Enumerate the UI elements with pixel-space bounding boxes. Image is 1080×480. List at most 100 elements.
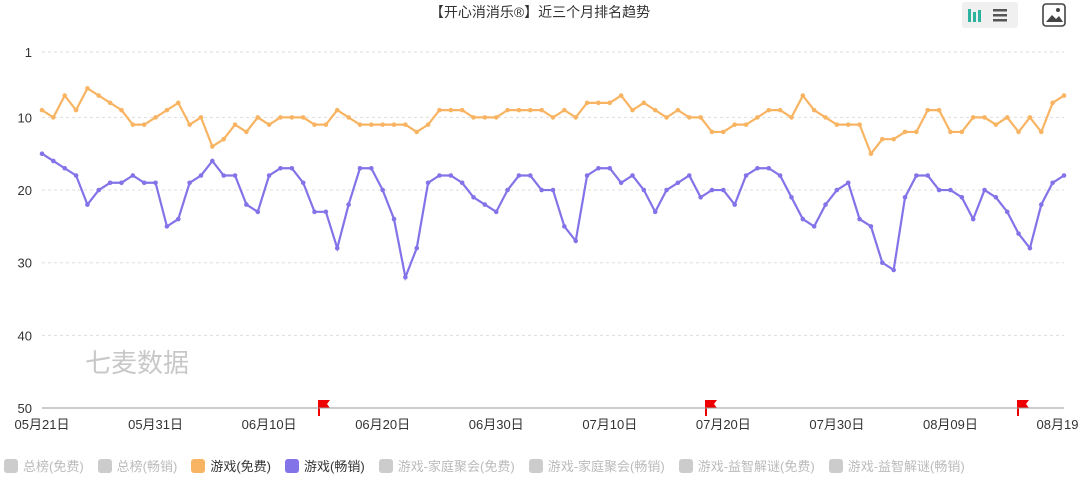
line bbox=[41, 152, 1065, 282]
point bbox=[198, 115, 204, 120]
point bbox=[777, 107, 783, 113]
point bbox=[119, 107, 124, 113]
point bbox=[73, 107, 79, 113]
legend-item[interactable]: 游戏-益智解谜(畅销) bbox=[828, 456, 965, 475]
legend-swatch bbox=[97, 458, 112, 473]
x-tick-label: 07月10日 bbox=[582, 417, 637, 432]
point bbox=[686, 115, 692, 120]
point bbox=[936, 187, 942, 193]
point bbox=[959, 195, 965, 200]
point bbox=[437, 107, 442, 113]
legend-swatch bbox=[191, 458, 206, 473]
point bbox=[845, 122, 851, 127]
point bbox=[562, 107, 567, 113]
point bbox=[914, 129, 919, 135]
point bbox=[312, 209, 317, 215]
point bbox=[414, 245, 420, 251]
point bbox=[914, 173, 919, 178]
point bbox=[266, 173, 272, 178]
point bbox=[766, 107, 772, 113]
save-image[interactable] bbox=[1042, 3, 1066, 27]
point bbox=[709, 187, 715, 193]
x-tick-label: 06月30日 bbox=[469, 417, 524, 432]
point bbox=[380, 122, 385, 127]
point bbox=[584, 173, 590, 178]
point bbox=[516, 173, 522, 178]
point bbox=[675, 107, 681, 113]
point bbox=[369, 165, 374, 171]
legend-label: 总榜(畅销) bbox=[116, 459, 178, 474]
y-tick-label: 20 bbox=[18, 183, 32, 198]
legend-label: 游戏-家庭聚会(免费) bbox=[397, 459, 515, 474]
point bbox=[880, 260, 885, 265]
point bbox=[266, 122, 272, 127]
point bbox=[789, 115, 794, 120]
point bbox=[823, 202, 828, 207]
point bbox=[584, 100, 590, 106]
point bbox=[743, 122, 749, 127]
point bbox=[346, 202, 351, 207]
legend-item[interactable]: 游戏(免费) bbox=[191, 456, 271, 475]
legend-item[interactable]: 总榜(畅销) bbox=[97, 456, 178, 475]
point bbox=[743, 173, 749, 178]
x-tick-label: 07月30日 bbox=[809, 417, 864, 432]
point bbox=[448, 107, 454, 113]
point bbox=[493, 115, 499, 120]
point bbox=[959, 129, 965, 135]
point bbox=[721, 187, 726, 193]
point bbox=[1050, 180, 1055, 186]
point bbox=[732, 122, 737, 127]
legend-item[interactable]: 游戏-家庭聚会(畅销) bbox=[528, 456, 665, 475]
point bbox=[141, 122, 147, 127]
point bbox=[493, 209, 499, 215]
point bbox=[187, 180, 192, 186]
toolbar[interactable] bbox=[962, 2, 1066, 28]
y-tick-label: 1 bbox=[25, 45, 32, 60]
legend-label: 总榜(免费) bbox=[23, 459, 84, 474]
point bbox=[164, 107, 170, 113]
legend-item[interactable]: 游戏(畅销) bbox=[285, 456, 365, 475]
point bbox=[800, 216, 806, 222]
point bbox=[278, 115, 283, 120]
point bbox=[425, 122, 431, 127]
point bbox=[845, 180, 851, 186]
point bbox=[925, 107, 931, 113]
point bbox=[630, 107, 635, 113]
point bbox=[755, 115, 760, 120]
point bbox=[391, 216, 397, 222]
legend-swatch bbox=[828, 458, 843, 473]
point bbox=[811, 107, 817, 113]
point bbox=[573, 115, 579, 120]
point bbox=[39, 107, 45, 113]
point bbox=[823, 115, 828, 120]
legend-item[interactable]: 游戏-益智解谜(免费) bbox=[678, 456, 815, 475]
point bbox=[85, 202, 90, 207]
legend-item[interactable]: 游戏-家庭聚会(免费) bbox=[378, 456, 515, 475]
point bbox=[198, 173, 204, 178]
point bbox=[1004, 115, 1010, 120]
point bbox=[925, 173, 931, 178]
point bbox=[948, 129, 953, 135]
y-tick-label: 30 bbox=[18, 256, 32, 271]
point bbox=[62, 93, 68, 98]
point bbox=[652, 107, 658, 113]
point bbox=[346, 115, 351, 120]
point bbox=[993, 195, 999, 200]
point bbox=[255, 209, 261, 215]
point bbox=[1050, 100, 1055, 106]
y-tick-label: 50 bbox=[18, 401, 32, 416]
point bbox=[596, 100, 601, 106]
legend-swatch bbox=[678, 458, 693, 473]
legend-label: 游戏-益智解谜(免费) bbox=[697, 459, 815, 474]
chart-title: 【开心消消乐®】近三个月排名趋势 bbox=[430, 4, 650, 20]
legend-item[interactable]: 总榜(免费) bbox=[4, 456, 84, 475]
point bbox=[289, 115, 295, 120]
point bbox=[380, 187, 385, 193]
point bbox=[96, 187, 102, 193]
point bbox=[357, 122, 363, 127]
point bbox=[130, 173, 136, 178]
point bbox=[175, 100, 181, 106]
point bbox=[244, 129, 249, 135]
point bbox=[425, 180, 431, 186]
point bbox=[1016, 129, 1021, 135]
